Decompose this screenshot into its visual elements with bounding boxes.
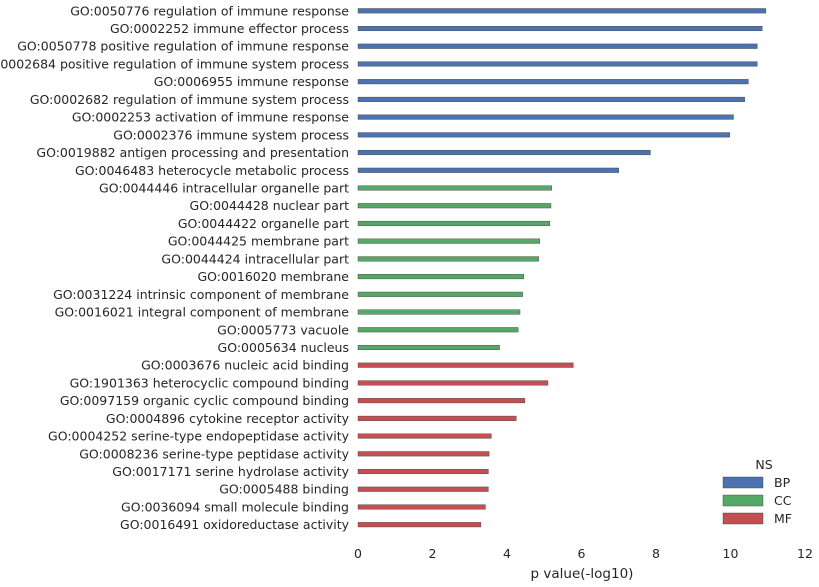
bar — [357, 504, 486, 510]
x-tick-label: 10 — [723, 546, 739, 561]
category-label: GO:0044446 intracellular organelle part — [99, 181, 349, 196]
category-label: GO:0002682 regulation of immune system p… — [30, 92, 349, 107]
bar — [357, 96, 745, 102]
category-label: GO:1901363 heterocyclic compound binding — [70, 375, 349, 390]
bar — [357, 398, 526, 404]
category-label: GO:0046483 heterocycle metabolic process — [75, 163, 349, 178]
category-label: GO:0002684 positive regulation of immune… — [0, 56, 349, 71]
category-label: GO:0019882 antigen processing and presen… — [36, 145, 349, 160]
category-label: GO:0016021 integral component of membran… — [55, 305, 350, 320]
bar — [357, 220, 551, 226]
category-label: GO:0005488 binding — [219, 482, 349, 497]
bar — [357, 344, 500, 350]
bar — [357, 150, 651, 156]
category-label: GO:0005773 vacuole — [217, 322, 349, 337]
bar — [357, 362, 574, 368]
category-label: GO:0004252 serine-type endopeptidase act… — [48, 429, 350, 444]
category-label: GO:0050776 regulation of immune response — [70, 3, 349, 18]
bar — [357, 291, 523, 297]
legend-title: NS — [755, 457, 772, 472]
category-label: GO:0002252 immune effector process — [110, 21, 349, 36]
bar — [357, 256, 539, 262]
bar — [357, 433, 492, 439]
bar — [357, 309, 521, 315]
bar — [357, 26, 763, 32]
x-tick-label: 4 — [503, 546, 511, 561]
category-label: GO:0044428 nuclear part — [190, 198, 350, 213]
legend-swatch-cc — [722, 494, 764, 507]
bar — [357, 415, 517, 421]
bar — [357, 451, 490, 457]
bar — [357, 238, 540, 244]
category-label: GO:0003676 nucleic acid binding — [141, 358, 349, 373]
bar — [357, 486, 489, 492]
category-label: GO:0002376 immune system process — [113, 127, 349, 142]
bar — [357, 203, 552, 209]
category-label: GO:0044422 organelle part — [178, 216, 349, 231]
bar — [357, 380, 549, 386]
x-tick-label: 2 — [429, 546, 437, 561]
x-axis-title: p value(-log10) — [531, 566, 634, 582]
category-label: GO:0005634 nucleus — [218, 340, 349, 355]
bar — [357, 61, 758, 67]
legend-label-mf: MF — [774, 511, 792, 526]
category-label: GO:0036094 small molecule binding — [121, 499, 349, 514]
legend: NS BP CC MF — [722, 457, 792, 526]
bar — [357, 522, 482, 528]
x-tick-label: 0 — [354, 546, 362, 561]
category-label: GO:0016491 oxidoreductase activity — [120, 517, 350, 532]
bars-layer — [357, 8, 767, 528]
bar — [357, 43, 758, 49]
x-tick-label: 6 — [578, 546, 586, 561]
category-label: GO:0004896 cytokine receptor activity — [106, 411, 350, 426]
bar — [357, 185, 552, 191]
x-tick-label: 12 — [797, 546, 813, 561]
category-label: GO:0016020 membrane — [197, 269, 349, 284]
bar — [357, 469, 489, 475]
category-label: GO:0017171 serine hydrolase activity — [112, 464, 349, 479]
category-label: GO:0097159 organic cyclic compound bindi… — [60, 393, 349, 408]
category-label: GO:0044424 intracellular part — [161, 251, 349, 266]
legend-swatch-mf — [722, 512, 764, 525]
bar — [357, 274, 524, 280]
bar — [357, 132, 730, 138]
x-axis-ticks: 0 2 4 6 8 10 12 — [354, 546, 813, 561]
bar — [357, 79, 749, 85]
category-label: GO:0006955 immune response — [154, 74, 350, 89]
bar — [357, 327, 519, 333]
x-tick-label: 8 — [652, 546, 660, 561]
bar — [357, 8, 767, 14]
category-label: GO:0031224 intrinsic component of membra… — [53, 287, 349, 302]
category-label: GO:0044425 membrane part — [168, 234, 349, 249]
category-label: GO:0002253 activation of immune response — [72, 110, 349, 125]
category-labels: GO:0050776 regulation of immune response… — [0, 3, 350, 532]
legend-label-cc: CC — [774, 493, 792, 508]
legend-entries: BP CC MF — [722, 475, 792, 526]
legend-swatch-bp — [722, 476, 764, 489]
bar — [357, 167, 619, 173]
category-label: GO:0008236 serine-type peptidase activit… — [79, 446, 349, 461]
bar — [357, 114, 734, 120]
legend-label-bp: BP — [774, 475, 791, 490]
category-label: GO:0050778 positive regulation of immune… — [17, 39, 349, 54]
